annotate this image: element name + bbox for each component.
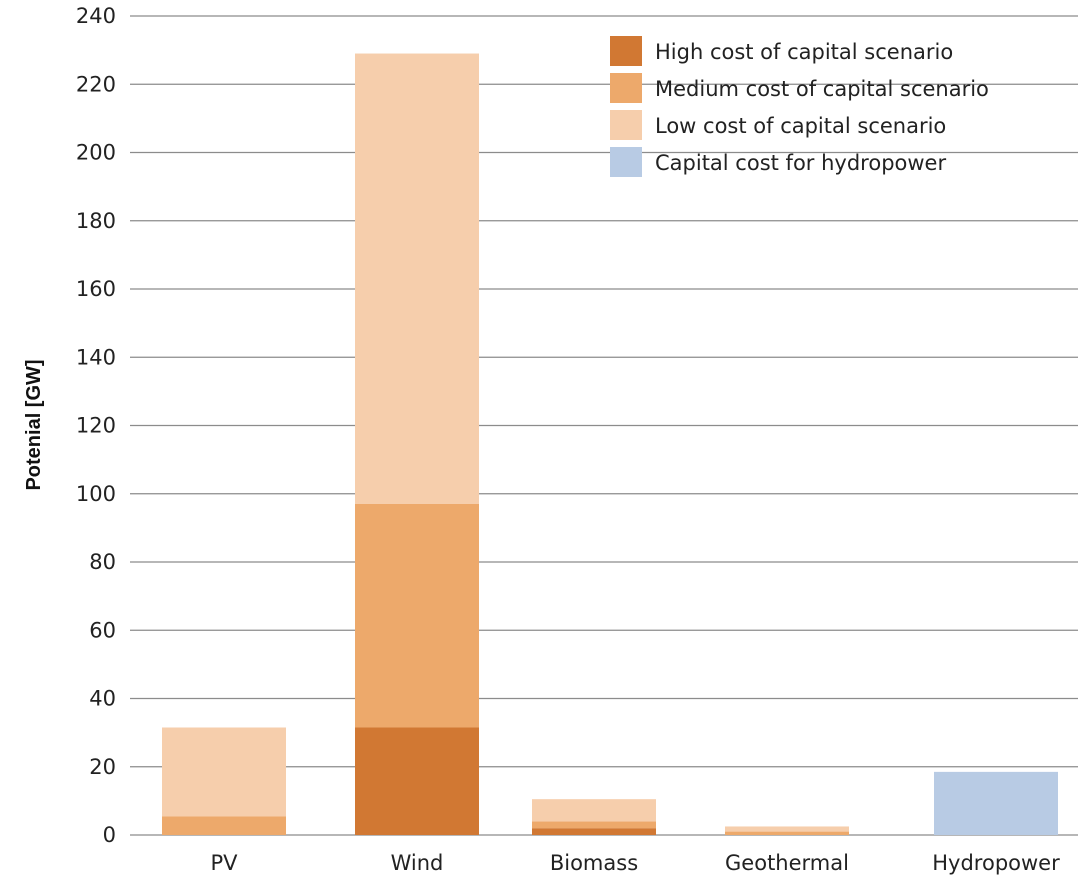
x-tick-label-hydropower: Hydropower [932, 851, 1060, 875]
legend-swatch-1 [610, 73, 642, 103]
x-tick-label-wind: Wind [391, 851, 444, 875]
bar-biomass-series-0 [532, 828, 656, 835]
y-tick-label: 220 [76, 72, 116, 96]
y-tick-label: 140 [76, 345, 116, 369]
y-tick-label: 40 [89, 687, 116, 711]
bars [162, 53, 1058, 835]
y-tick-label: 100 [76, 482, 116, 506]
y-tick-label: 240 [76, 4, 116, 28]
bar-hydropower-series-3 [934, 771, 1058, 835]
y-tick-label: 0 [103, 823, 116, 847]
y-tick-label: 200 [76, 141, 116, 165]
legend-label-2: Low cost of capital scenario [655, 114, 946, 138]
x-tick-label-geothermal: Geothermal [725, 851, 849, 875]
legend-label-3: Capital cost for hydropower [655, 151, 946, 175]
bar-pv-series-2 [162, 727, 286, 817]
bar-pv-series-1 [162, 816, 286, 835]
bar-geothermal-series-2 [725, 826, 849, 832]
x-axis-ticks: PV Wind Biomass Geothermal Hydropower [210, 851, 1060, 875]
legend-swatch-3 [610, 147, 642, 177]
bar-wind-series-2 [355, 53, 479, 504]
bar-geothermal-series-1 [725, 831, 849, 835]
y-axis-ticks: 0 20 40 60 80 100 120 140 160 180 200 220 240 [76, 4, 116, 847]
y-tick-label: 120 [76, 414, 116, 438]
legend-label-1: Medium cost of capital scenario [655, 77, 989, 101]
legend-swatch-0 [610, 36, 642, 66]
bar-wind-series-1 [355, 503, 479, 728]
legend: High cost of capital scenario Medium cost… [610, 36, 989, 177]
bar-biomass-series-1 [532, 821, 656, 829]
gridlines [130, 15, 1078, 836]
y-axis-label: Potenial [GW] [23, 359, 45, 490]
x-tick-label-pv: PV [210, 851, 238, 875]
legend-swatch-2 [610, 110, 642, 140]
bar-biomass-series-2 [532, 799, 656, 822]
x-tick-label-biomass: Biomass [550, 851, 638, 875]
y-tick-label: 160 [76, 277, 116, 301]
bar-wind-series-0 [355, 727, 479, 835]
y-tick-label: 180 [76, 209, 116, 233]
legend-label-0: High cost of capital scenario [655, 40, 953, 64]
y-tick-label: 20 [89, 755, 116, 779]
y-tick-label: 60 [89, 618, 116, 642]
y-tick-label: 80 [89, 550, 116, 574]
